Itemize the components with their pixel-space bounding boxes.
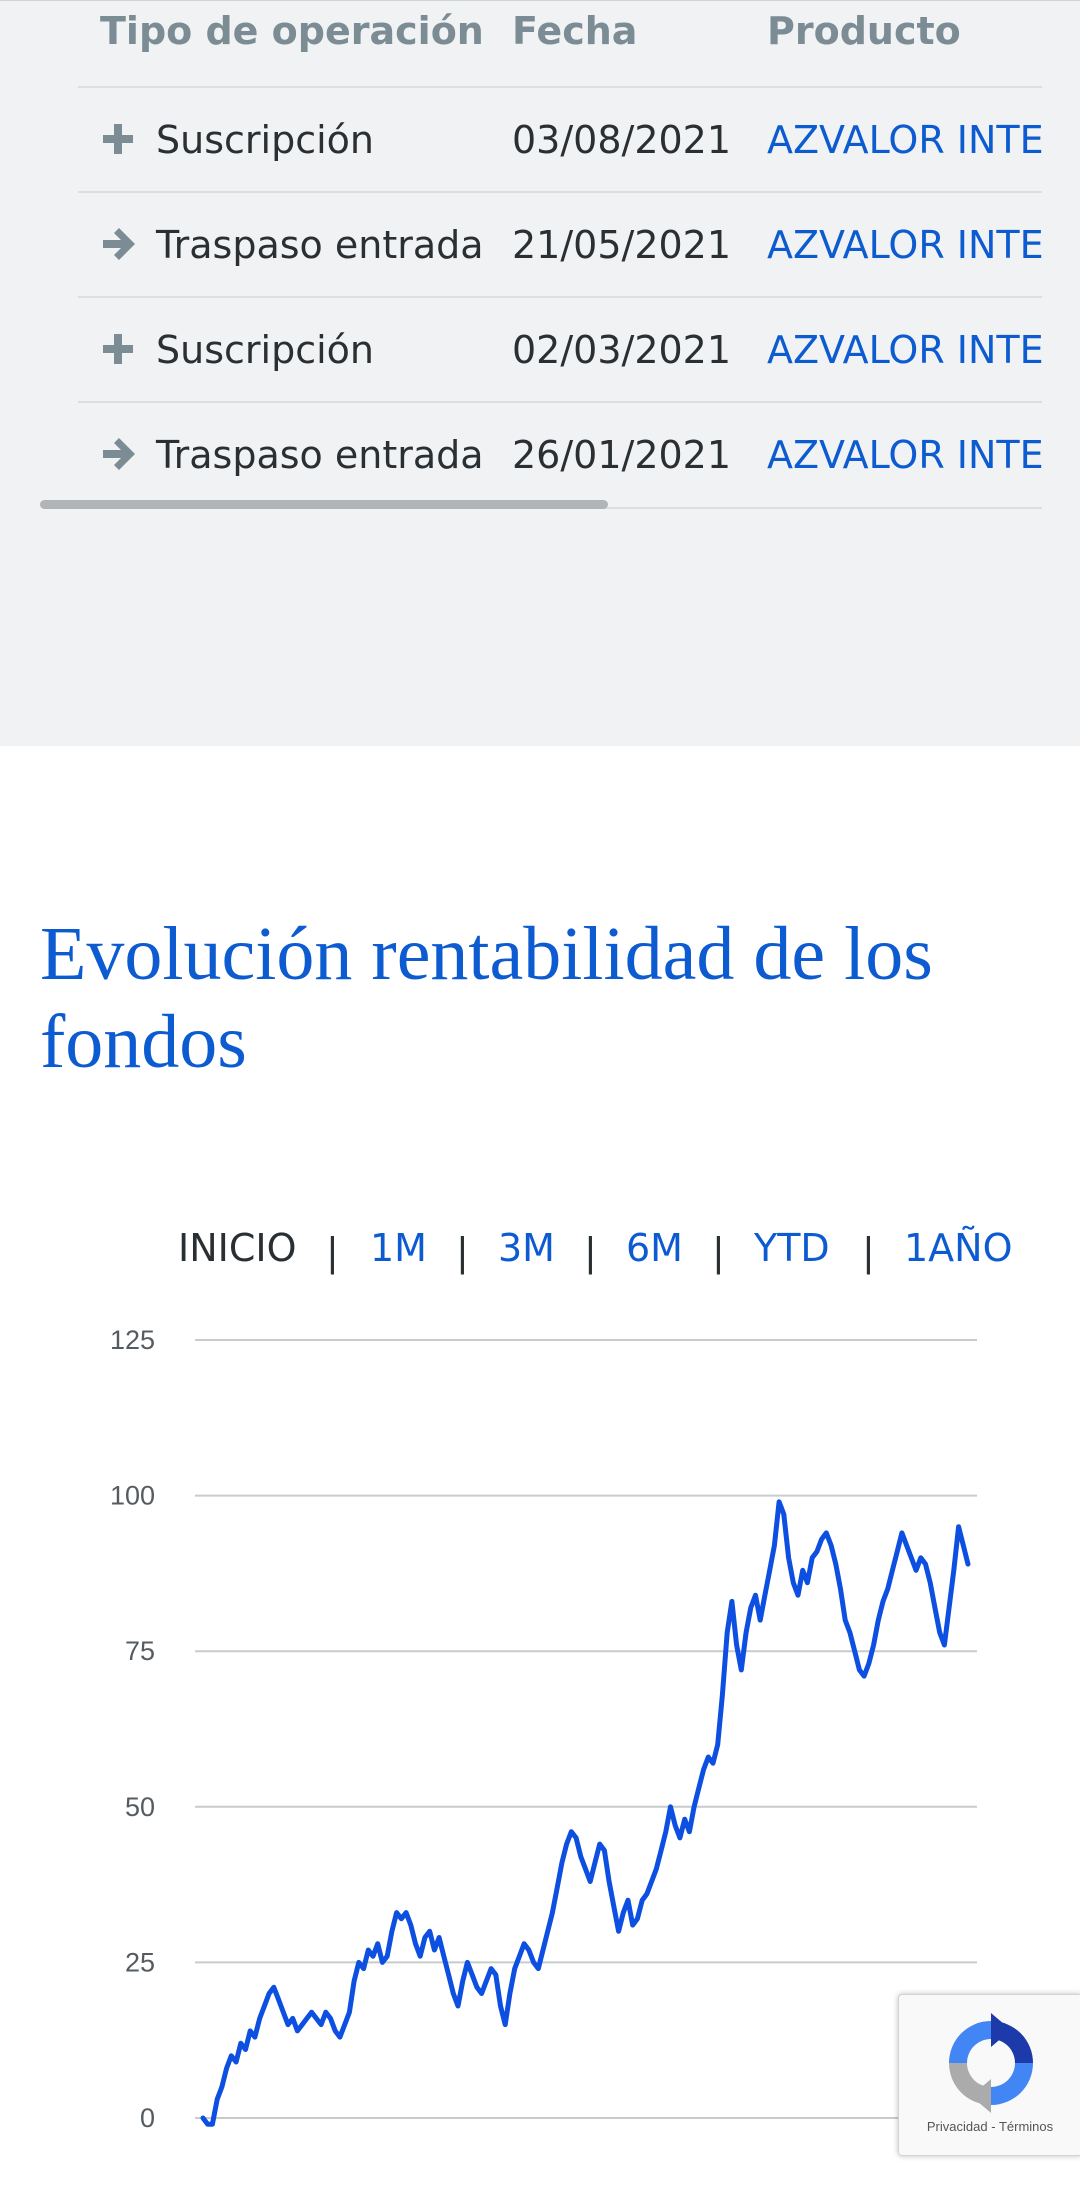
operation-date: 03/08/2021	[512, 118, 732, 162]
range-option-3m[interactable]: 3M	[498, 1226, 555, 1270]
operation-product-link[interactable]: AZVALOR INTERNACIONAL	[767, 328, 1042, 372]
y-tick-label: 75	[125, 1636, 155, 1666]
operation-product-link[interactable]: AZVALOR INTERNACIONAL	[767, 223, 1042, 267]
range-option-1m[interactable]: 1M	[370, 1226, 427, 1270]
range-option-6m[interactable]: 6M	[626, 1226, 683, 1270]
range-separator: |	[584, 1230, 597, 1274]
operation-type-label: Traspaso entrada	[156, 223, 484, 267]
y-tick-label: 50	[125, 1792, 155, 1822]
range-separator: |	[712, 1230, 725, 1274]
horizontal-scrollbar[interactable]	[40, 500, 608, 509]
operations-table: Tipo de operación Fecha Producto Suscrip…	[78, 1, 1042, 509]
recaptcha-links: Privacidad - Términos	[899, 2119, 1080, 2134]
plus-icon	[103, 124, 133, 154]
operation-type-label: Traspaso entrada	[156, 433, 484, 477]
privacy-link[interactable]: Privacidad	[926, 2119, 988, 2134]
terms-link[interactable]: Términos	[998, 2119, 1054, 2134]
table-row: Suscripción 03/08/2021 AZVALOR INTERNACI…	[78, 86, 1042, 193]
operation-product-link[interactable]: AZVALOR INTERNACIONAL	[767, 118, 1042, 162]
arrow-right-icon	[103, 228, 135, 260]
operation-product-link[interactable]: AZVALOR INTERNACIONAL	[767, 433, 1042, 477]
recaptcha-badge[interactable]: Privacidad - Términos	[898, 1994, 1080, 2156]
operation-date: 21/05/2021	[512, 223, 732, 267]
operation-type-label: Suscripción	[156, 328, 374, 372]
operation-type-cell: Traspaso entrada	[78, 193, 484, 298]
operation-type-cell: Traspaso entrada	[78, 403, 484, 508]
table-row: Suscripción 02/03/2021 AZVALOR INTERNACI…	[78, 296, 1042, 403]
column-header-product[interactable]: Producto	[767, 9, 961, 53]
table-row: Traspaso entrada 26/01/2021 AZVALOR INTE…	[78, 401, 1042, 508]
y-tick-label: 25	[125, 1947, 155, 1977]
operation-type-cell: Suscripción	[78, 298, 374, 403]
operation-type-cell: Suscripción	[78, 88, 374, 193]
range-option-ytd[interactable]: YTD	[754, 1226, 830, 1270]
plus-icon	[103, 334, 133, 364]
arrow-right-icon	[103, 438, 135, 470]
range-separator: |	[326, 1230, 339, 1274]
table-row: Traspaso entrada 21/05/2021 AZVALOR INTE…	[78, 191, 1042, 298]
column-header-type[interactable]: Tipo de operación	[100, 9, 484, 53]
column-header-date[interactable]: Fecha	[512, 9, 638, 53]
operation-date: 26/01/2021	[512, 433, 732, 477]
series-line	[200, 1499, 971, 2127]
operation-type-label: Suscripción	[156, 118, 374, 162]
y-tick-label: 125	[110, 1325, 155, 1355]
range-separator: |	[862, 1230, 875, 1274]
recaptcha-icon	[949, 2013, 1033, 2113]
range-selector: INICIO | 1M | 3M | 6M | YTD | 1AÑO	[178, 1218, 1038, 1278]
operation-date: 02/03/2021	[512, 328, 732, 372]
links-separator: -	[991, 2119, 996, 2134]
range-option-1ano[interactable]: 1AÑO	[904, 1226, 1013, 1270]
y-tick-label: 100	[110, 1481, 155, 1511]
section-title: Evolución rentabilidad de los fondos	[40, 912, 933, 1084]
performance-line-chart: 0 25 50 75 100 125	[110, 1325, 977, 2133]
y-tick-label: 0	[140, 2103, 155, 2133]
range-separator: |	[456, 1230, 469, 1274]
range-option-inicio[interactable]: INICIO	[178, 1226, 297, 1270]
operations-section: Tipo de operación Fecha Producto Suscrip…	[0, 0, 1080, 746]
